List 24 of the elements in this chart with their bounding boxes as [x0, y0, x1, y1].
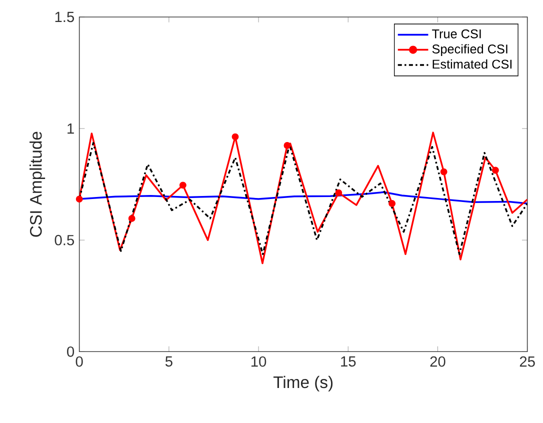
point: [284, 142, 291, 149]
x-tick-label: 0: [76, 356, 83, 367]
y-tick-label: 0.5: [54, 234, 74, 246]
y-tick-label: 1: [68, 124, 74, 134]
point: [179, 182, 186, 189]
legend-label: True CSI: [432, 29, 481, 38]
point: [232, 133, 239, 140]
y-tick-label: 0: [67, 346, 74, 357]
point: [335, 189, 342, 196]
x-tick-label: 10: [251, 356, 266, 367]
point: [492, 166, 499, 174]
point: [440, 168, 448, 176]
point: [388, 200, 396, 207]
y-tick-label: 1.5: [55, 12, 74, 22]
x-tick-label: 15: [341, 356, 356, 367]
x-tick-label: 25: [520, 356, 535, 367]
y-axis-title: CSI Amplitude: [30, 132, 46, 237]
legend-label: Estimated CSI: [432, 59, 512, 69]
x-axis-title: Time (s): [273, 376, 333, 392]
legend-label: Specified CSI: [432, 44, 508, 56]
point: [128, 214, 136, 222]
point: [76, 196, 83, 203]
x-tick-label: 20: [430, 356, 446, 367]
x-tick-label: 5: [165, 356, 172, 367]
